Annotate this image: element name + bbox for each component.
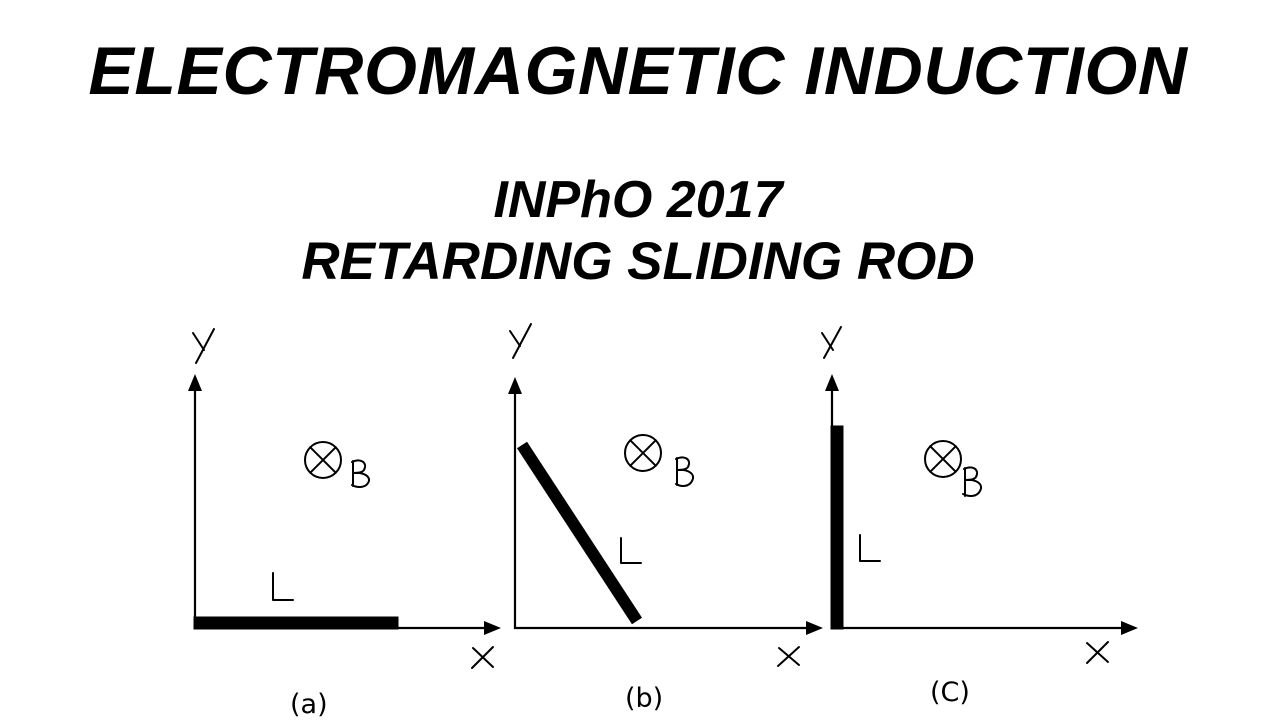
- sliding-rod: [516, 441, 643, 625]
- y-axis-arrow-icon: [508, 377, 522, 394]
- panel-caption-b: (b): [625, 683, 663, 714]
- y-axis-label: [509, 323, 532, 359]
- panel-a: (a): [188, 328, 501, 720]
- x-axis-arrow-icon: [484, 621, 501, 635]
- subtitle-competition: INPhO 2017: [493, 171, 783, 229]
- magnetic-field-into-page-icon: [624, 434, 662, 472]
- rod-length-label: [272, 572, 294, 601]
- sliding-rod: [193, 616, 399, 630]
- magnetic-field-label: [675, 456, 694, 487]
- magnetic-field-label: [962, 466, 982, 497]
- y-axis-label: [821, 326, 842, 359]
- panel-caption-a: (a): [290, 689, 328, 720]
- rod-length-label: [620, 537, 642, 564]
- main-title: ELECTROMAGNETIC INDUCTION: [88, 33, 1188, 109]
- x-axis: [514, 621, 823, 635]
- x-axis: [831, 621, 1138, 635]
- x-axis-arrow-icon: [806, 621, 823, 635]
- y-axis: [508, 377, 522, 629]
- y-axis-arrow-icon: [825, 374, 839, 391]
- y-axis: [188, 374, 202, 629]
- x-axis-arrow-icon: [1121, 621, 1138, 635]
- x-axis-label: [471, 646, 494, 669]
- y-axis-label: [192, 328, 215, 364]
- rod-length-label: [859, 534, 881, 562]
- sliding-rod: [830, 425, 844, 630]
- panel-b: (b): [508, 323, 823, 714]
- panel-c: (C): [821, 326, 1138, 708]
- magnetic-field-into-page-icon: [924, 440, 962, 478]
- subtitle-problem-name: RETARDING SLIDING ROD: [301, 232, 975, 291]
- panel-caption-c: (C): [930, 677, 970, 708]
- y-axis-arrow-icon: [188, 374, 202, 391]
- magnetic-field-label: [351, 459, 370, 489]
- magnetic-field-into-page-icon: [304, 441, 342, 479]
- x-axis-label: [1086, 641, 1109, 664]
- x-axis-label: [777, 646, 800, 667]
